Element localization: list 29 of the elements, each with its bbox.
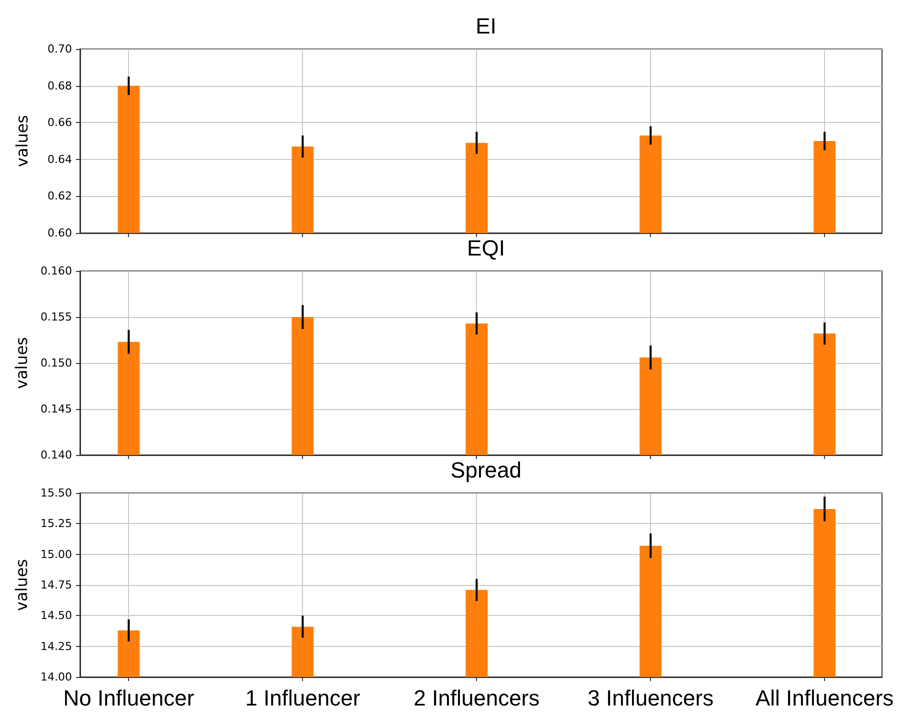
x-tick-label: 1 Influencer [245, 686, 360, 710]
y-axis-title: values [12, 336, 32, 390]
y-tick-label: 0.145 [40, 402, 72, 416]
x-tick-label: No Influencer [63, 686, 194, 710]
y-axis-title: values [12, 114, 32, 168]
y-tick-label: 0.64 [48, 152, 72, 166]
y-tick-label: 0.68 [48, 79, 72, 92]
y-tick-label: 0.70 [48, 42, 72, 56]
chart-title: EQI [467, 236, 505, 260]
y-axis-title: values [12, 558, 32, 612]
x-tick-label: 2 Influencers [414, 686, 540, 710]
y-tick-label: 15.50 [40, 486, 72, 500]
y-tick-label: 0.60 [48, 226, 72, 240]
y-tick-label: 0.160 [40, 264, 72, 278]
y-tick-label: 14.25 [40, 640, 72, 653]
y-tick-label: 0.150 [40, 356, 72, 370]
y-tick-label: 0.140 [40, 448, 72, 462]
chart-title: EI [476, 14, 496, 38]
y-tick-label: 14.50 [40, 609, 72, 622]
y-tick-label: 15.25 [40, 517, 72, 530]
y-tick-label: 14.00 [40, 670, 72, 684]
y-tick-label: 0.66 [48, 116, 72, 130]
y-tick-label: 15.00 [40, 548, 72, 561]
x-tick-label: 3 Influencers [588, 686, 714, 710]
chart-title: Spread [450, 458, 522, 482]
x-tick-label: All Influencers [755, 686, 894, 710]
y-tick-label: 0.62 [48, 190, 72, 203]
y-tick-label: 0.155 [40, 310, 72, 324]
y-tick-label: 14.75 [40, 578, 72, 592]
